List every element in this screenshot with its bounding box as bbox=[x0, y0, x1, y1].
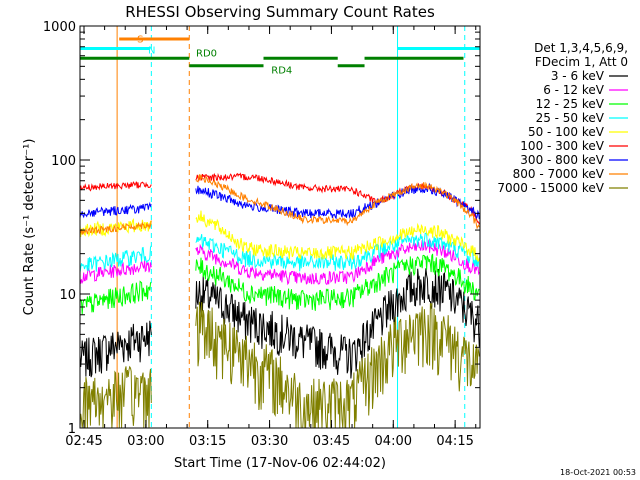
flag-label-s: S bbox=[137, 34, 143, 45]
x-axis-label: Start Time (17-Nov-06 02:44:02) bbox=[174, 456, 386, 471]
footer-timestamp: 18-Oct-2021 00:53 bbox=[560, 468, 636, 477]
series-line-4 bbox=[80, 210, 480, 263]
x-tick-label-4: 03:45 bbox=[313, 434, 350, 449]
legend-label-2: 12 - 25 keV bbox=[536, 97, 605, 111]
legend: Det 1,3,4,5,6,9,FDecim 1, Att 03 - 6 keV… bbox=[497, 41, 628, 195]
legend-label-4: 50 - 100 keV bbox=[528, 125, 605, 139]
plot-frame bbox=[79, 25, 481, 429]
flag-label-n: N bbox=[148, 45, 155, 56]
legend-label-1: 6 - 12 keV bbox=[543, 83, 605, 97]
x-tick-label-5: 04:00 bbox=[375, 434, 412, 449]
x-tick-label-0: 02:45 bbox=[65, 434, 102, 449]
legend-label-3: 25 - 50 keV bbox=[536, 111, 605, 125]
axes: 02:45 03:00 03:15 03:30 03:45 04:00 04:15 1 10 10… bbox=[43, 20, 480, 449]
x-tick-label-2: 03:15 bbox=[189, 434, 226, 449]
series-line-5 bbox=[80, 172, 480, 225]
legend-label-8: 7000 - 15000 keV bbox=[497, 181, 604, 195]
y-tick-label-3: 1000 bbox=[43, 20, 76, 35]
y-tick-label-2: 100 bbox=[51, 154, 76, 169]
legend-label-0: 3 - 6 keV bbox=[551, 69, 605, 83]
flag-label-rd4: RD4 bbox=[271, 65, 292, 76]
legend-label-6: 300 - 800 keV bbox=[520, 153, 604, 167]
chart-title: RHESSI Observing Summary Count Rates bbox=[125, 3, 435, 21]
x-tick-label-3: 03:30 bbox=[251, 434, 288, 449]
legend-label-7: 800 - 7000 keV bbox=[513, 167, 605, 181]
data-layer: SN RD0 RD4 bbox=[80, 26, 480, 428]
series-line-1 bbox=[80, 239, 480, 286]
y-tick-label-1: 10 bbox=[59, 288, 76, 303]
series-line-3 bbox=[80, 232, 480, 273]
legend-header-0: Det 1,3,4,5,6,9, bbox=[534, 41, 628, 55]
x-tick-label-1: 03:00 bbox=[127, 434, 164, 449]
series-line-7 bbox=[80, 174, 480, 235]
x-tick-label-6: 04:15 bbox=[436, 434, 473, 449]
series-line-0 bbox=[80, 268, 480, 379]
legend-header-1: FDecim 1, Att 0 bbox=[535, 55, 628, 69]
plot-area: SN RD0 RD4 bbox=[79, 25, 481, 429]
flag-label-rd0: RD0 bbox=[196, 49, 217, 60]
y-tick-label-0: 1 bbox=[68, 422, 76, 437]
series-line-6 bbox=[80, 182, 480, 220]
series-line-2 bbox=[80, 253, 480, 315]
series-line-8 bbox=[80, 301, 480, 428]
y-axis-label: Count Rate (s⁻¹ detector⁻¹) bbox=[22, 139, 37, 316]
legend-label-5: 100 - 300 keV bbox=[520, 139, 604, 153]
